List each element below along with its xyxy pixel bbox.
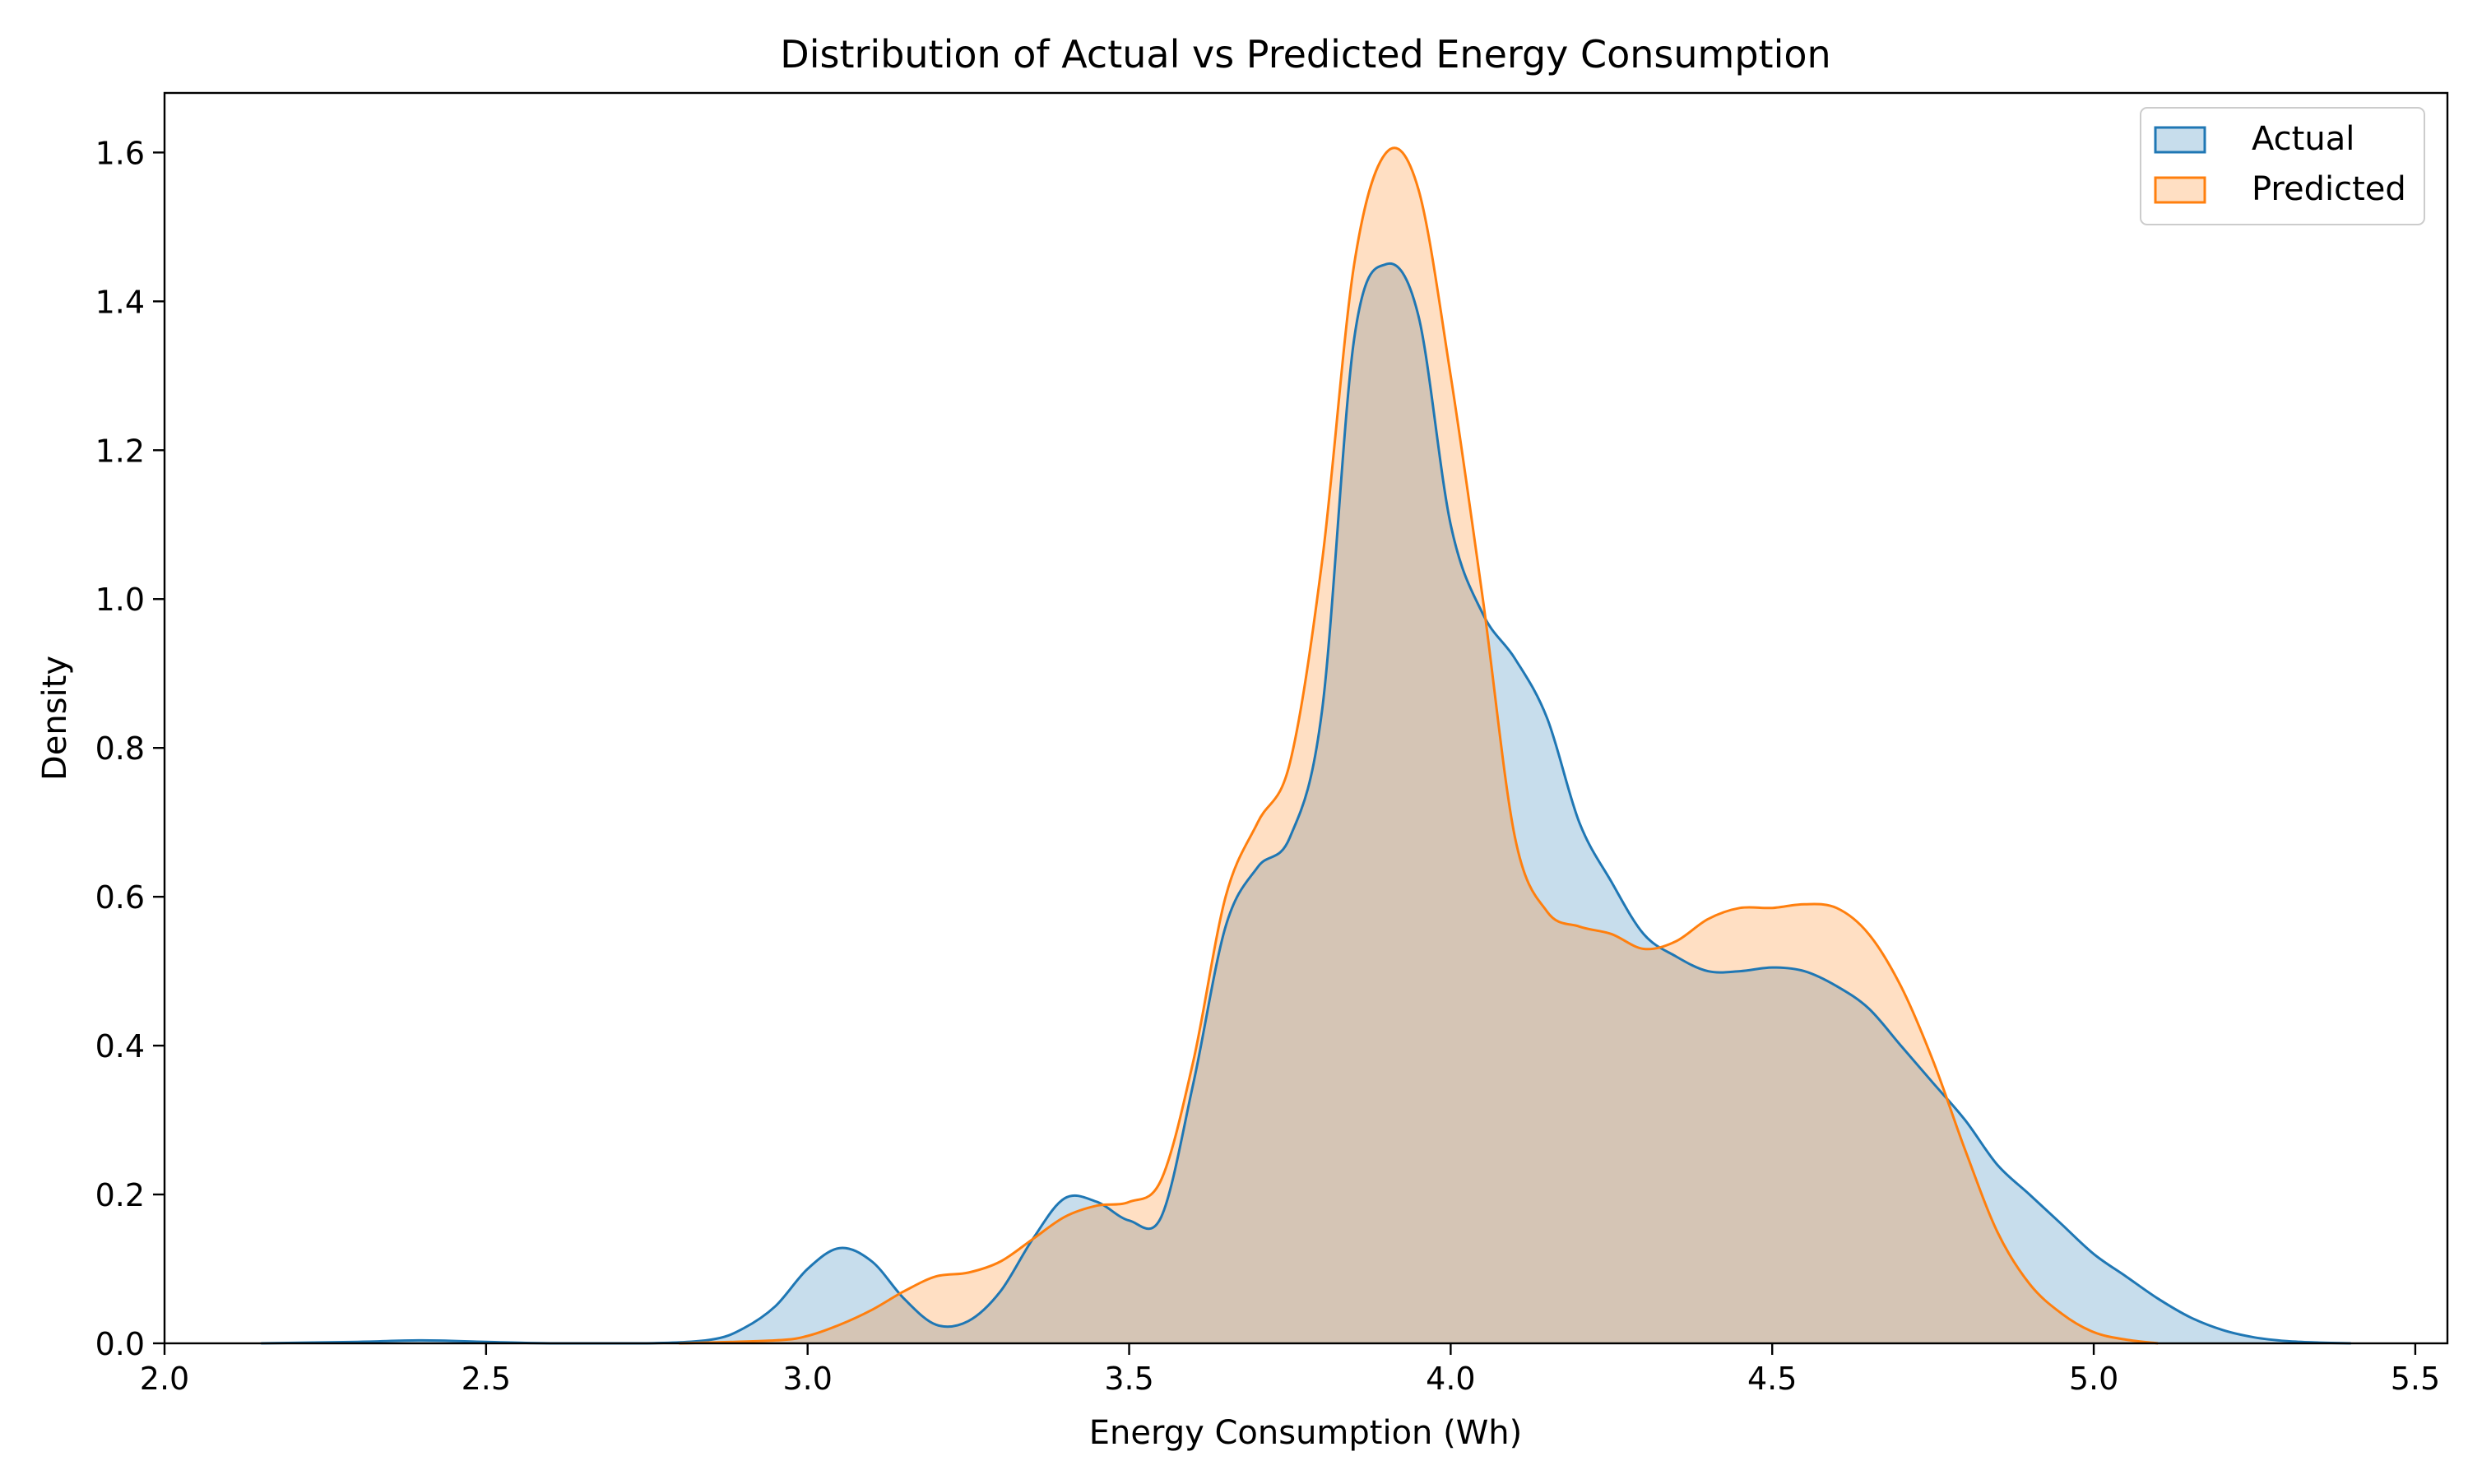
series-fill-predicted xyxy=(679,147,2159,1343)
legend-frame xyxy=(2140,107,2425,225)
x-tick-label: 5.0 xyxy=(2069,1361,2118,1397)
series-fill-actual xyxy=(261,263,2351,1344)
y-tick-label: 1.2 xyxy=(95,433,145,469)
legend: Actual Predicted xyxy=(2140,107,2425,225)
x-tick-label: 4.5 xyxy=(1747,1361,1797,1397)
legend-swatch-actual xyxy=(2154,126,2206,154)
series-line-predicted xyxy=(679,146,2159,1345)
x-axis-label: Energy Consumption (Wh) xyxy=(1089,1414,1523,1452)
y-tick-label: 0.2 xyxy=(95,1177,145,1213)
y-tick-label: 0.0 xyxy=(95,1326,145,1362)
y-tick-label: 0.4 xyxy=(95,1028,145,1064)
chart-title: Distribution of Actual vs Predicted Ener… xyxy=(780,32,1830,77)
y-tick-label: 1.0 xyxy=(95,582,145,618)
x-tick-label: 4.0 xyxy=(1426,1361,1475,1397)
series-line-actual xyxy=(261,262,2351,1345)
y-axis-label: Density xyxy=(36,656,74,781)
y-tick-label: 0.6 xyxy=(95,879,145,916)
axes-frame xyxy=(163,91,2449,1345)
x-tick-label: 5.5 xyxy=(2391,1361,2440,1397)
legend-swatch-predicted xyxy=(2154,176,2206,204)
legend-label-predicted: Predicted xyxy=(2252,170,2406,208)
y-tick-label: 0.8 xyxy=(95,730,145,767)
legend-label-actual: Actual xyxy=(2252,120,2354,158)
y-tick-label: 1.6 xyxy=(95,135,145,171)
x-tick-label: 3.0 xyxy=(782,1361,832,1397)
y-tick-label: 1.4 xyxy=(95,284,145,320)
x-tick-label: 2.5 xyxy=(462,1361,511,1397)
x-tick-label: 3.5 xyxy=(1104,1361,1153,1397)
x-tick-label: 2.0 xyxy=(140,1361,189,1397)
